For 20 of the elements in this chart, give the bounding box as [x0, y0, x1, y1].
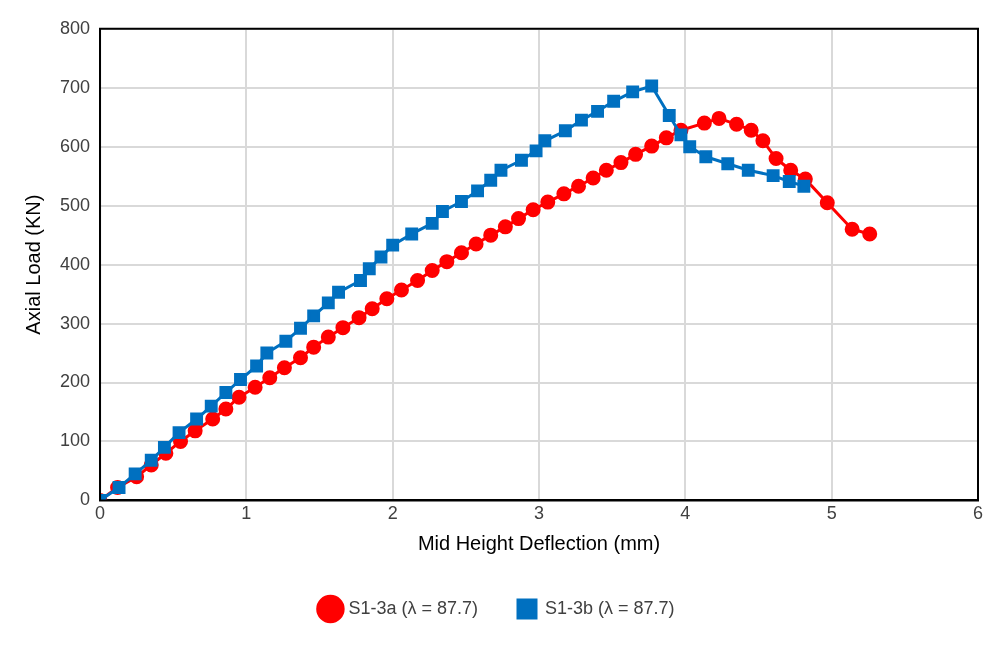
x-axis-title: Mid Height Deflection (mm) [417, 531, 661, 554]
x-tick-label: 5 [826, 503, 837, 524]
x-tick-label: 1 [241, 503, 252, 524]
x-tick-label: 4 [680, 503, 691, 524]
x-tick-label: 2 [387, 503, 398, 524]
y-tick-label: 500 [59, 194, 91, 215]
y-tick-label: 700 [59, 76, 91, 97]
x-tick-label: 0 [95, 503, 106, 524]
legend-label: S1-3b (λ = 87.7) [545, 597, 675, 618]
x-tick-label: 3 [534, 503, 545, 524]
y-tick-label: 600 [59, 135, 91, 156]
legend-label: S1-3a (λ = 87.7) [348, 597, 479, 618]
y-axis-title: Axial Load (KN) [21, 194, 44, 335]
y-tick-label: 100 [59, 430, 91, 451]
y-tick-label: 400 [59, 253, 91, 274]
y-tick-label: 0 [80, 489, 91, 510]
y-tick-label: 800 [59, 17, 91, 38]
y-tick-label: 200 [59, 371, 91, 392]
y-tick-label: 300 [59, 312, 91, 333]
x-tick-label: 6 [972, 503, 984, 524]
